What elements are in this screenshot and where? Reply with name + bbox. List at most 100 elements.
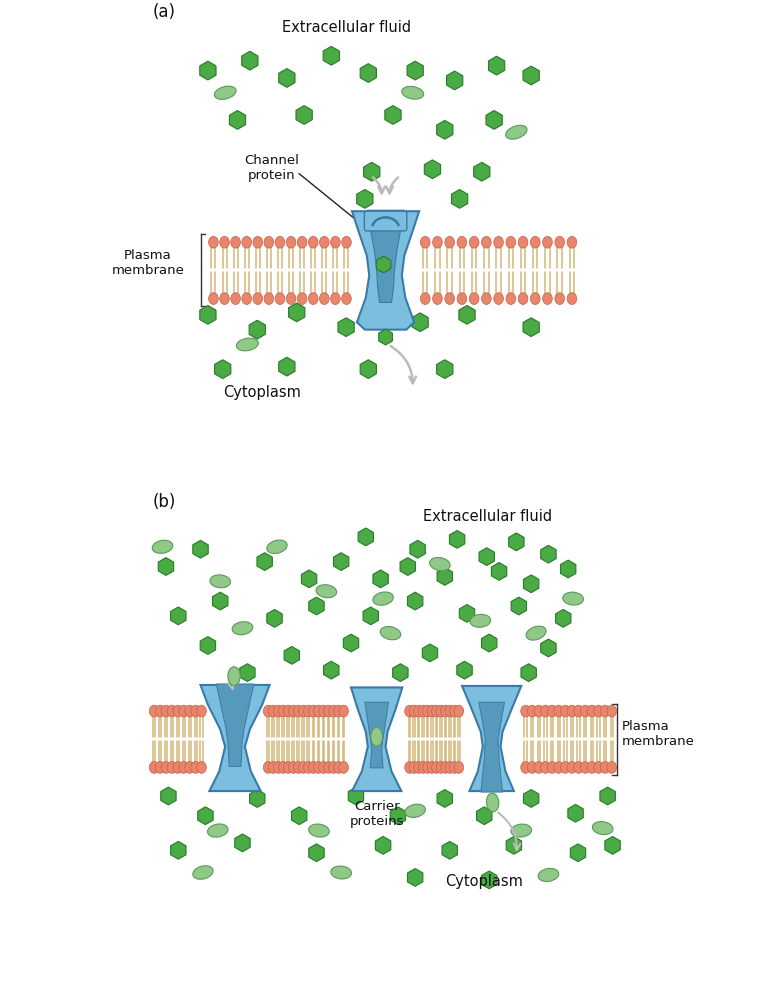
Ellipse shape	[294, 706, 303, 717]
Ellipse shape	[405, 762, 415, 773]
Polygon shape	[521, 665, 537, 682]
Ellipse shape	[314, 762, 323, 773]
Ellipse shape	[185, 762, 194, 773]
Text: Cytoplasm: Cytoplasm	[445, 873, 522, 888]
Ellipse shape	[574, 762, 583, 773]
Ellipse shape	[482, 237, 491, 248]
Ellipse shape	[547, 762, 557, 773]
Polygon shape	[344, 635, 358, 653]
Polygon shape	[390, 807, 405, 824]
Ellipse shape	[304, 706, 313, 717]
Ellipse shape	[219, 237, 230, 248]
Polygon shape	[412, 314, 428, 332]
Polygon shape	[488, 57, 505, 76]
Polygon shape	[408, 869, 423, 886]
Ellipse shape	[209, 294, 218, 306]
Polygon shape	[323, 47, 340, 66]
Ellipse shape	[298, 294, 307, 306]
Ellipse shape	[269, 706, 278, 717]
Ellipse shape	[543, 237, 552, 248]
Ellipse shape	[264, 294, 273, 306]
Polygon shape	[508, 533, 524, 551]
Ellipse shape	[264, 237, 273, 248]
Ellipse shape	[519, 237, 528, 248]
Ellipse shape	[540, 706, 551, 717]
Ellipse shape	[275, 294, 285, 306]
Ellipse shape	[179, 706, 188, 717]
Ellipse shape	[423, 762, 432, 773]
Ellipse shape	[469, 294, 479, 306]
Ellipse shape	[607, 706, 616, 717]
Ellipse shape	[470, 614, 490, 628]
Polygon shape	[240, 665, 255, 682]
Polygon shape	[348, 787, 364, 805]
Ellipse shape	[457, 237, 467, 248]
Ellipse shape	[298, 706, 308, 717]
Text: Cytoplasm: Cytoplasm	[223, 385, 301, 400]
Ellipse shape	[286, 294, 296, 306]
Ellipse shape	[329, 762, 338, 773]
Polygon shape	[437, 121, 453, 140]
Ellipse shape	[373, 593, 394, 605]
Ellipse shape	[555, 237, 565, 248]
Ellipse shape	[214, 87, 236, 101]
Ellipse shape	[197, 706, 206, 717]
Ellipse shape	[519, 294, 528, 306]
Ellipse shape	[561, 706, 570, 717]
Polygon shape	[410, 540, 426, 558]
Ellipse shape	[210, 575, 230, 589]
Ellipse shape	[432, 762, 441, 773]
Polygon shape	[376, 256, 390, 273]
Ellipse shape	[487, 794, 499, 811]
Text: Plasma
membrane: Plasma membrane	[622, 720, 694, 747]
Polygon shape	[482, 635, 497, 653]
Ellipse shape	[511, 824, 532, 837]
Ellipse shape	[167, 706, 177, 717]
Ellipse shape	[418, 762, 428, 773]
Ellipse shape	[155, 706, 165, 717]
Ellipse shape	[561, 762, 570, 773]
Polygon shape	[423, 645, 437, 663]
Ellipse shape	[323, 762, 333, 773]
Ellipse shape	[330, 294, 341, 306]
Polygon shape	[376, 836, 390, 854]
Ellipse shape	[275, 237, 285, 248]
Text: Plasma
membrane: Plasma membrane	[111, 248, 184, 276]
Polygon shape	[358, 528, 373, 546]
Ellipse shape	[543, 294, 552, 306]
Ellipse shape	[231, 237, 241, 248]
Ellipse shape	[457, 294, 467, 306]
Ellipse shape	[420, 294, 430, 306]
Polygon shape	[393, 665, 408, 682]
Polygon shape	[301, 570, 317, 588]
Ellipse shape	[567, 706, 577, 717]
Ellipse shape	[427, 706, 437, 717]
Ellipse shape	[341, 237, 351, 248]
Ellipse shape	[450, 762, 459, 773]
Ellipse shape	[152, 540, 173, 554]
Ellipse shape	[155, 762, 165, 773]
Polygon shape	[462, 686, 521, 791]
Ellipse shape	[423, 706, 432, 717]
Text: (a): (a)	[152, 3, 176, 22]
Polygon shape	[457, 662, 473, 679]
Polygon shape	[308, 844, 324, 862]
Ellipse shape	[433, 237, 442, 248]
Ellipse shape	[253, 237, 262, 248]
Ellipse shape	[278, 762, 288, 773]
Polygon shape	[523, 576, 539, 593]
Ellipse shape	[530, 237, 540, 248]
Polygon shape	[400, 558, 415, 576]
Ellipse shape	[482, 294, 491, 306]
Ellipse shape	[574, 706, 583, 717]
Ellipse shape	[580, 706, 590, 717]
Ellipse shape	[269, 762, 278, 773]
Ellipse shape	[242, 237, 251, 248]
FancyBboxPatch shape	[365, 212, 407, 232]
Ellipse shape	[380, 627, 401, 640]
Ellipse shape	[521, 762, 530, 773]
Ellipse shape	[341, 294, 351, 306]
Text: Channel
protein: Channel protein	[244, 154, 299, 181]
Ellipse shape	[319, 762, 328, 773]
Polygon shape	[479, 702, 505, 793]
